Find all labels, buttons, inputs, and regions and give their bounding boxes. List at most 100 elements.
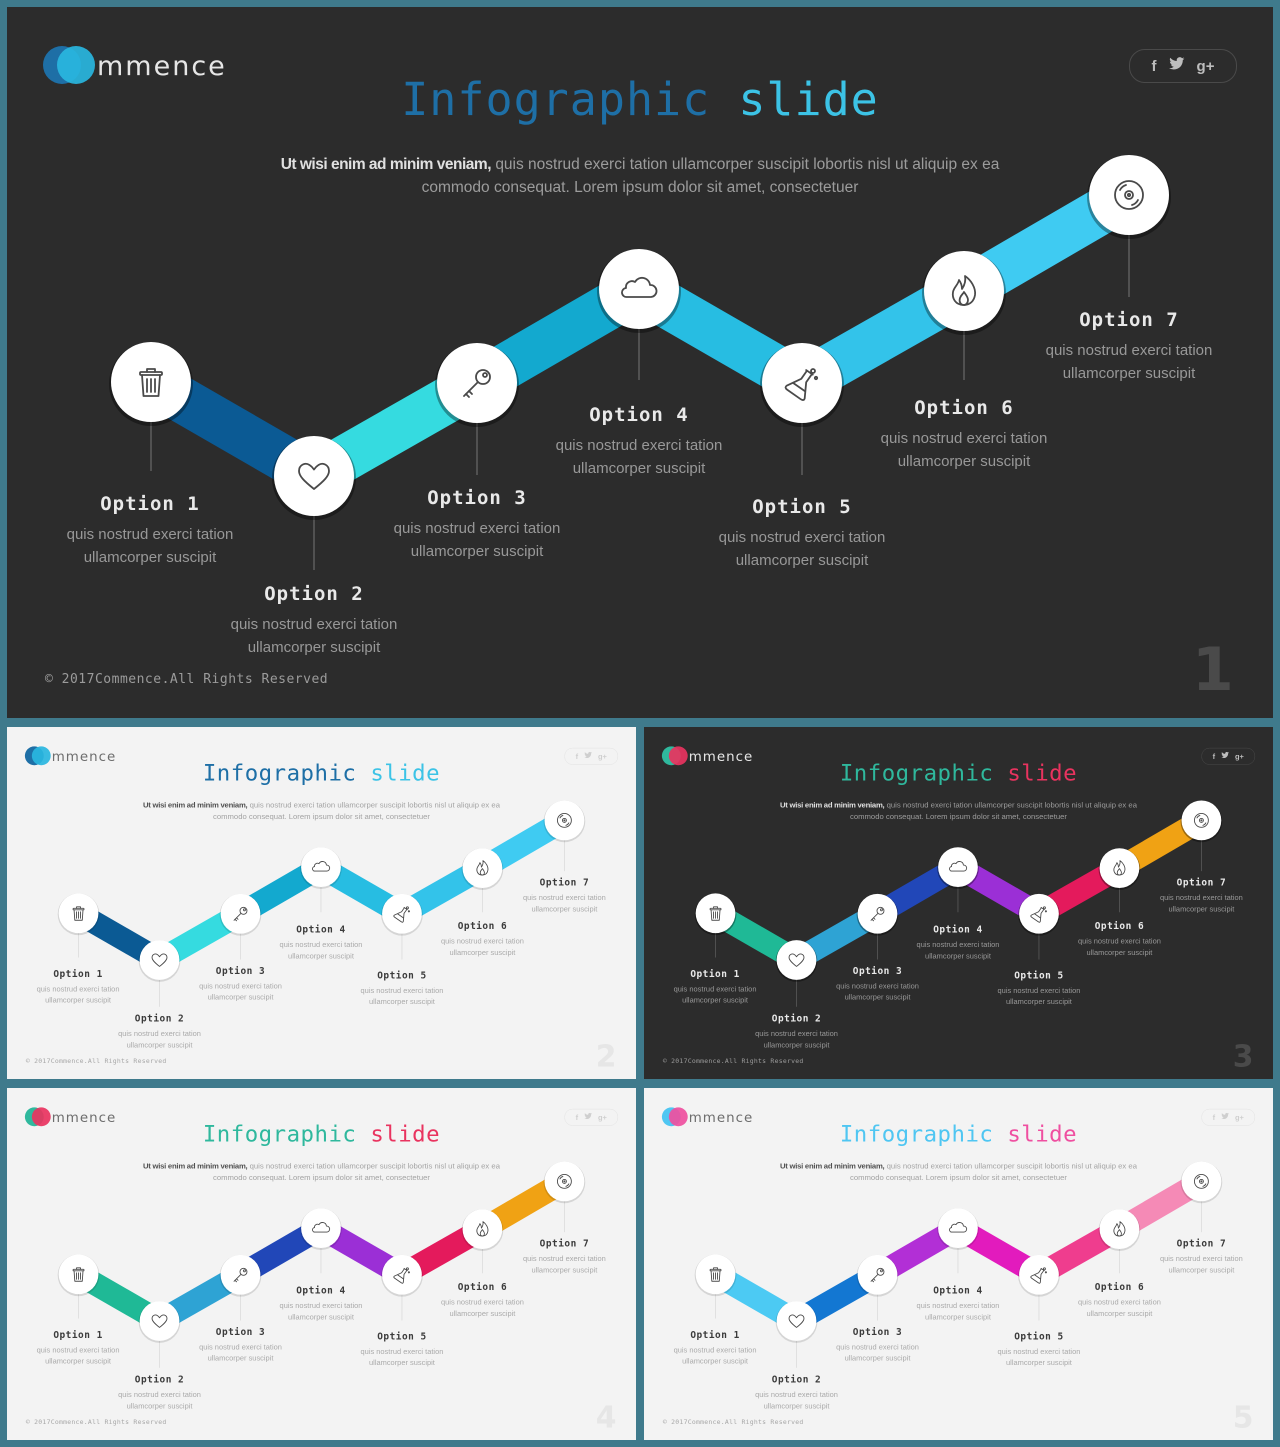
timeline-node-7[interactable] [1180,800,1223,843]
option-description: quis nostrud exerci tation ullamcorper su… [342,985,461,1008]
option-1: Option 1 quis nostrud exerci tation ullamc… [30,493,270,569]
timeline-node-4[interactable] [597,249,681,333]
timeline-node-3[interactable] [856,1254,899,1297]
timeline-node-4[interactable] [300,847,342,889]
option-label: Option 2 [771,1013,822,1025]
googleplus-icon[interactable]: g+ [1234,752,1244,761]
option-label: Option 1 [100,493,200,515]
social-links: f g+ [564,747,619,765]
googleplus-icon[interactable]: g+ [1234,1113,1244,1122]
timeline-node-5[interactable] [381,1254,423,1297]
trash-icon [72,1267,85,1282]
timeline-node-2[interactable] [775,1301,818,1343]
googleplus-icon[interactable]: g+ [1196,57,1215,75]
option-desc-line-1: quis nostrud exerci tation [1159,893,1243,902]
timeline-node-6[interactable] [922,251,1006,335]
timeline-node-2[interactable] [138,1301,181,1343]
timeline-node-1[interactable] [57,893,100,936]
footer-copyright: © 2017Commence.All Rights Reserved [45,672,328,687]
slide-4-thumbnail[interactable]: mmence f g+ Infographic slide Ut wisi en… [7,1088,636,1440]
option-desc-line-1: quis nostrud exerci tation [1078,937,1161,946]
facebook-icon[interactable]: f [575,1113,579,1122]
option-desc-line-2: ullamcorper suscipit [925,952,991,961]
slide-title: Infographic slide [644,760,1273,786]
facebook-icon[interactable]: f [1212,1113,1216,1122]
social-links: f g+ [1201,1108,1256,1126]
timeline-node-2[interactable] [138,940,181,982]
slide-5-thumbnail[interactable]: mmence f g+ Infographic slide Ut wisi en… [644,1088,1273,1440]
timeline-node-6[interactable] [1098,848,1141,890]
option-desc-line-2: ullamcorper suscipit [1006,1358,1072,1368]
twitter-icon[interactable] [1168,57,1185,75]
option-description: quis nostrud exerci tation ullamcorper su… [181,980,300,1003]
timeline-node-1[interactable] [694,893,737,936]
logo-mark [43,44,95,88]
facebook-icon[interactable]: f [1151,57,1157,75]
timeline-node-3[interactable] [219,1254,262,1297]
timeline-node-1[interactable] [109,342,193,426]
timeline-node-5[interactable] [760,343,844,427]
fire-icon [1113,1221,1126,1237]
option-2: Option 2 quis nostrud exerci tation ullamc… [100,1013,219,1051]
timeline-node-2[interactable] [775,940,818,982]
option-desc-line-1: quis nostrud exerci tation [66,526,234,543]
twitter-icon[interactable] [1221,1112,1229,1122]
disc-icon [557,812,572,828]
option-desc-line-2: ullamcorper suscipit [897,453,1031,470]
option-3: Option 3 quis nostrud exerci tation ullamc… [181,1326,300,1364]
option-5: Option 5 quis nostrud exerci tation ullamc… [342,970,461,1008]
timeline-node-3[interactable] [219,893,262,936]
timeline-node-2[interactable] [272,436,356,520]
timeline-node-1[interactable] [694,1254,737,1297]
twitter-icon[interactable] [1221,751,1229,761]
timeline-node-4[interactable] [937,1208,979,1250]
timeline-node-5[interactable] [1018,893,1060,936]
page-number: 4 [595,1399,617,1435]
slide-2-thumbnail[interactable]: mmence f g+ Infographic slide Ut wisi en… [7,727,636,1079]
fire-icon [476,1221,489,1237]
timeline-node-7[interactable] [1087,155,1171,239]
option-label: Option 1 [690,968,740,980]
timeline-node-7[interactable] [543,1161,586,1204]
timeline-node-5[interactable] [381,893,423,936]
trash-icon [72,906,85,921]
option-desc-line-1: quis nostrud exerci tation [118,1029,201,1038]
twitter-icon[interactable] [584,1112,592,1122]
option-desc-line-2: ullamcorper suscipit [83,549,217,566]
facebook-icon[interactable]: f [1212,752,1216,761]
copyright-text: 2017Commence.All Rights Reserved [671,1057,804,1065]
trash-icon [709,1267,722,1282]
option-desc-line-1: quis nostrud exerci tation [755,1029,838,1038]
googleplus-icon[interactable]: g+ [597,752,607,761]
logo-circle-right [31,746,51,766]
option-desc-line-1: quis nostrud exerci tation [36,984,120,994]
option-description: quis nostrud exerci tation ullamcorper su… [261,939,380,962]
timeline-node-6[interactable] [1098,1209,1141,1251]
slide-3-thumbnail[interactable]: mmence f g+ Infographic slide Ut wisi en… [644,727,1273,1079]
timeline-node-7[interactable] [543,800,586,843]
option-6: Option 6 quis nostrud exerci tation ullamc… [1060,921,1179,959]
option-desc-line-2: ullamcorper suscipit [531,1265,598,1275]
option-7: Option 7 quis nostrud exerci tation ullamc… [505,877,624,915]
timeline-node-6[interactable] [461,848,504,890]
option-label: Option 4 [933,924,983,936]
googleplus-icon[interactable]: g+ [597,1113,607,1122]
timeline-node-3[interactable] [856,893,899,936]
slide-1[interactable]: mmence f g+ Infographic slide Ut wisi en… [7,7,1273,718]
option-3: Option 3 quis nostrud exerci tation ullamc… [181,965,300,1003]
timeline-node-5[interactable] [1018,1254,1060,1297]
facebook-icon[interactable]: f [575,752,579,761]
timeline-node-3[interactable] [435,343,519,427]
timeline-node-1[interactable] [57,1254,100,1297]
timeline-node-6[interactable] [461,1209,504,1251]
slide-title: Infographic slide [644,1121,1273,1147]
timeline-node-4[interactable] [937,847,979,889]
timeline-node-7[interactable] [1180,1161,1223,1204]
option-desc-line-2: ullamcorper suscipit [126,1401,193,1411]
option-desc-line-2: ullamcorper suscipit [735,552,869,569]
option-desc-line-2: ullamcorper suscipit [1086,1309,1153,1319]
option-description: quis nostrud exerci tation ullamcorper su… [818,980,937,1003]
twitter-icon[interactable] [584,751,592,761]
option-description: quis nostrud exerci tation ullamcorper su… [844,427,1084,473]
timeline-node-4[interactable] [300,1208,342,1250]
